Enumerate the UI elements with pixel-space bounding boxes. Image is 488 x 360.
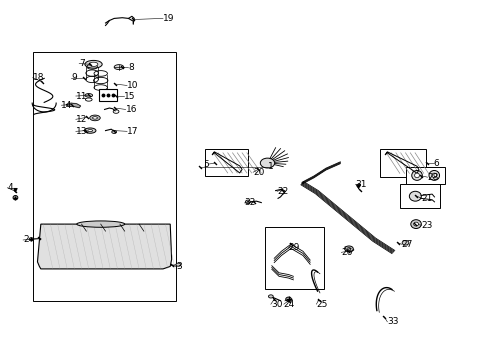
Text: 9: 9 — [71, 73, 77, 82]
Ellipse shape — [260, 158, 274, 168]
Ellipse shape — [176, 263, 181, 266]
Ellipse shape — [344, 246, 352, 252]
Text: 12: 12 — [76, 115, 87, 124]
Ellipse shape — [85, 60, 102, 68]
Text: 23: 23 — [421, 221, 432, 230]
Ellipse shape — [245, 200, 250, 204]
Text: 30: 30 — [270, 300, 282, 309]
Text: 8: 8 — [128, 63, 134, 72]
Ellipse shape — [84, 128, 96, 133]
Ellipse shape — [92, 117, 97, 119]
Ellipse shape — [413, 222, 418, 226]
Ellipse shape — [85, 94, 92, 97]
Text: 21: 21 — [421, 194, 432, 203]
Text: 19: 19 — [163, 14, 174, 23]
Ellipse shape — [77, 221, 124, 227]
Text: 4: 4 — [7, 183, 13, 192]
Ellipse shape — [13, 195, 18, 200]
Text: 33: 33 — [386, 317, 398, 326]
Ellipse shape — [114, 65, 123, 69]
Bar — [264, 226, 323, 289]
Text: 28: 28 — [427, 173, 438, 182]
Text: 17: 17 — [127, 127, 138, 136]
Ellipse shape — [410, 220, 421, 229]
Text: 31: 31 — [355, 180, 366, 189]
Text: 5: 5 — [203, 159, 208, 168]
Text: 15: 15 — [123, 91, 135, 100]
Ellipse shape — [428, 171, 439, 180]
Bar — [99, 89, 117, 100]
Text: 32: 32 — [244, 198, 255, 207]
Text: 20: 20 — [253, 168, 264, 177]
Ellipse shape — [285, 297, 291, 301]
Ellipse shape — [29, 238, 33, 241]
Text: 16: 16 — [125, 105, 137, 114]
Text: 3: 3 — [176, 262, 182, 271]
Bar — [399, 184, 439, 208]
Text: 11: 11 — [76, 91, 87, 100]
Polygon shape — [38, 224, 171, 269]
Ellipse shape — [431, 173, 436, 178]
Polygon shape — [66, 103, 81, 108]
Ellipse shape — [414, 173, 419, 178]
Ellipse shape — [89, 115, 100, 121]
Text: 26: 26 — [341, 248, 352, 257]
Text: 14: 14 — [61, 101, 73, 110]
Ellipse shape — [112, 131, 116, 134]
Ellipse shape — [88, 130, 92, 132]
Text: 29: 29 — [288, 243, 299, 252]
Text: 7: 7 — [79, 59, 85, 68]
Bar — [205, 149, 248, 176]
Text: 27: 27 — [401, 240, 412, 249]
Text: 18: 18 — [33, 73, 44, 82]
Bar — [406, 167, 444, 184]
Ellipse shape — [268, 295, 273, 298]
Text: 6: 6 — [433, 158, 439, 167]
Bar — [33, 52, 176, 301]
Ellipse shape — [89, 62, 98, 66]
Ellipse shape — [346, 248, 350, 250]
Ellipse shape — [408, 191, 421, 201]
Text: 2: 2 — [23, 235, 29, 244]
Text: 24: 24 — [283, 300, 294, 309]
Ellipse shape — [411, 171, 422, 180]
Text: 25: 25 — [316, 300, 327, 309]
Ellipse shape — [401, 240, 408, 245]
Bar — [379, 149, 425, 177]
Text: 22: 22 — [277, 187, 288, 196]
Text: 10: 10 — [127, 81, 138, 90]
Text: 1: 1 — [267, 162, 273, 171]
Text: 13: 13 — [76, 127, 87, 136]
